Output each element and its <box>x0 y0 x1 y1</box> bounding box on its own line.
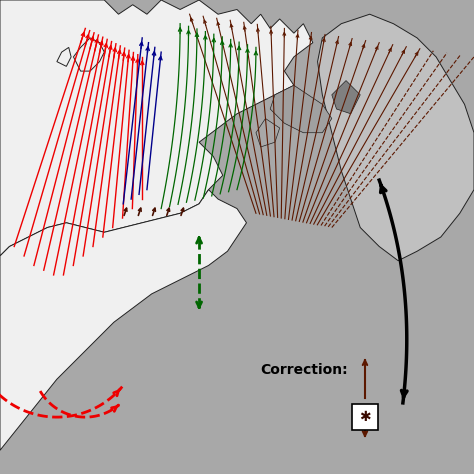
FancyBboxPatch shape <box>352 404 378 430</box>
Text: Correction:: Correction: <box>261 363 348 377</box>
Polygon shape <box>270 85 332 133</box>
Polygon shape <box>318 14 474 261</box>
Polygon shape <box>57 47 71 66</box>
Text: ✱: ✱ <box>359 410 371 424</box>
Ellipse shape <box>15 216 23 220</box>
Ellipse shape <box>7 226 12 229</box>
Polygon shape <box>73 38 104 71</box>
Polygon shape <box>0 0 313 256</box>
Polygon shape <box>332 81 360 114</box>
Polygon shape <box>256 118 280 147</box>
Polygon shape <box>0 190 246 450</box>
